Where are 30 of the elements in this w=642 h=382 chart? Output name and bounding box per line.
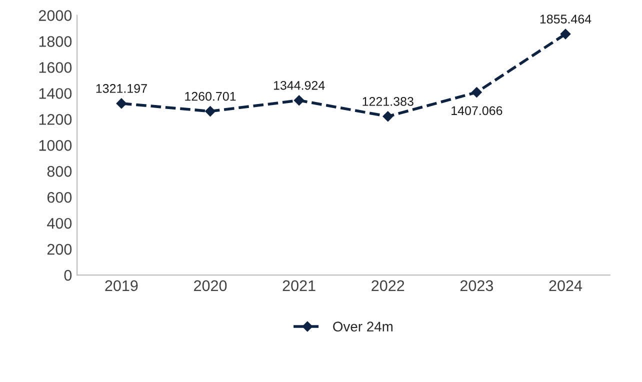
x-tick-label: 2024 — [549, 280, 582, 292]
y-tick-label: 200 — [47, 244, 72, 255]
y-tick-label: 1800 — [39, 36, 72, 47]
x-tick-label: 2022 — [372, 280, 404, 292]
data-label: 1321.197 — [96, 84, 147, 93]
data-label: 1344.924 — [274, 80, 325, 90]
y-tick-label: 0 — [64, 270, 72, 281]
legend-label: Over 24m — [333, 322, 392, 332]
data-label: 1407.066 — [452, 106, 502, 116]
y-tick-label: 1200 — [39, 114, 72, 125]
point — [294, 95, 304, 106]
data-label: 1855.464 — [540, 14, 592, 24]
y-tick-label: 1600 — [39, 62, 72, 73]
y-tick-label: 600 — [47, 192, 72, 203]
data-label: 1221.383 — [362, 97, 414, 106]
point — [205, 106, 216, 116]
point — [472, 87, 482, 98]
x-tick-label: 2023 — [460, 280, 494, 292]
y-tick-label: 1400 — [39, 88, 72, 99]
y-tick-label: 1000 — [39, 140, 72, 151]
data-label: 1260.701 — [185, 92, 236, 101]
point — [116, 98, 127, 109]
x-tick-label: 2021 — [282, 280, 316, 292]
point — [560, 28, 571, 40]
x-tick-label: 2019 — [105, 280, 138, 292]
point — [382, 111, 393, 122]
y-tick-label: 800 — [47, 166, 72, 177]
y-tick-label: 400 — [47, 218, 72, 229]
y-tick-label: 2000 — [38, 10, 72, 21]
x-tick-label: 2020 — [194, 280, 227, 292]
